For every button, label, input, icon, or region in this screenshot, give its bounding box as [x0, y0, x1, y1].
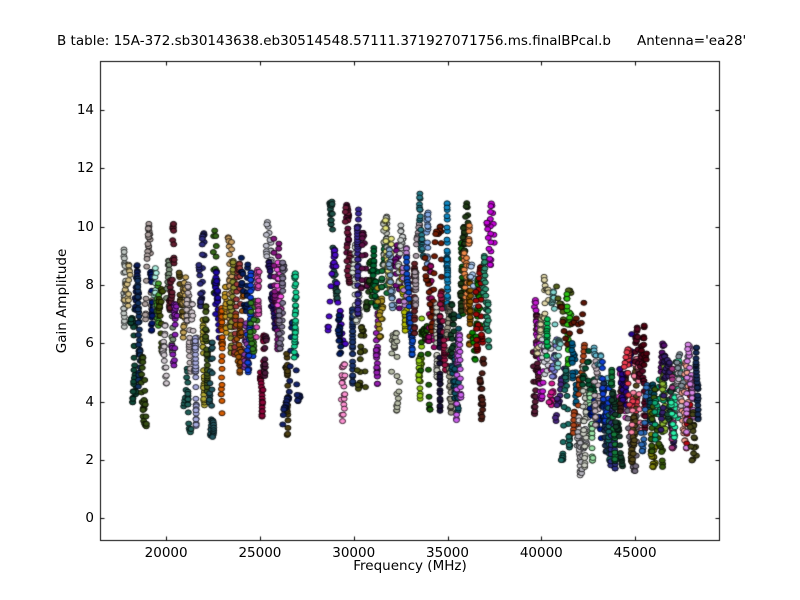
- x-tick-label: 20000: [144, 545, 188, 561]
- plot-title-antenna: Antenna='ea28': [636, 33, 747, 49]
- y-tick-label: 0: [85, 510, 94, 527]
- x-tick-label: 45000: [613, 545, 657, 561]
- x-tick-label: 30000: [332, 545, 376, 561]
- y-tick-label: 4: [85, 393, 94, 410]
- x-axis-label: Frequency (MHz): [353, 558, 467, 574]
- y-tick-label: 10: [76, 218, 94, 235]
- y-tick-label: 8: [85, 276, 94, 293]
- y-tick-label: 6: [85, 335, 94, 352]
- y-tick-label: 2: [85, 451, 94, 468]
- y-tick-label: 12: [76, 160, 94, 177]
- plot-title-table: B table: 15A-372.sb30143638.eb30514548.5…: [57, 33, 611, 49]
- plot-title: B table: 15A-372.sb30143638.eb30514548.5…: [57, 33, 746, 49]
- x-tick-label: 25000: [238, 545, 282, 561]
- x-tick-label: 40000: [519, 545, 563, 561]
- x-tick-label: 35000: [426, 545, 469, 561]
- y-tick-label: 14: [76, 101, 94, 118]
